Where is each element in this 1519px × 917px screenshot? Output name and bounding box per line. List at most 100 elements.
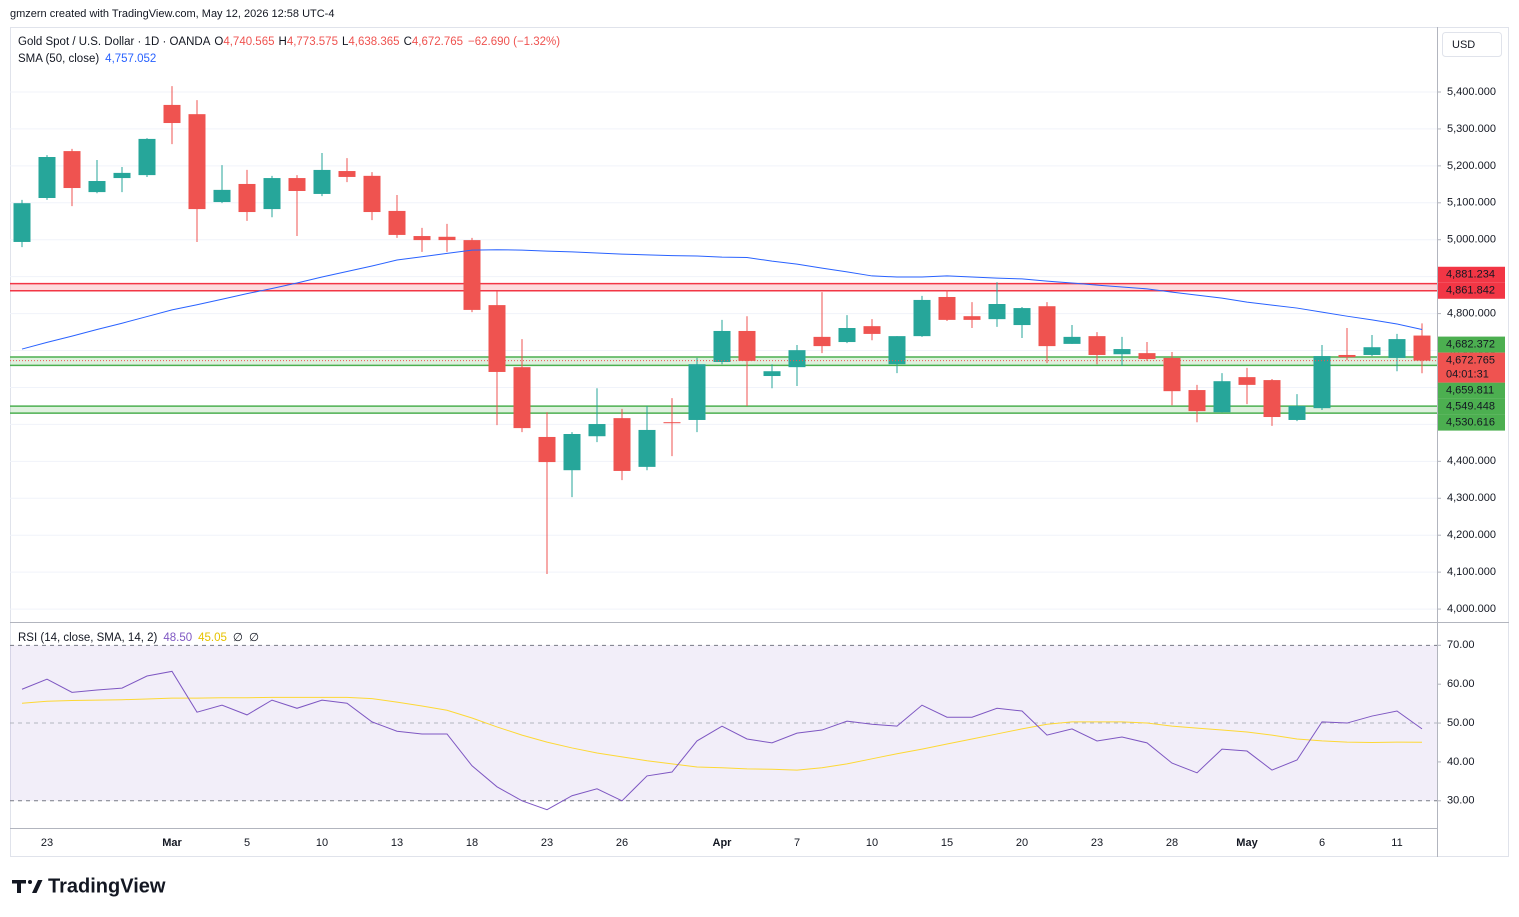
candle-body: [738, 330, 756, 361]
candle-body: [1138, 353, 1156, 360]
level-label-bg: [1438, 414, 1505, 431]
zone-fill: [10, 283, 1437, 291]
candle-body: [1413, 335, 1431, 361]
candle-body: [1188, 390, 1206, 412]
ohlc-key: L: [342, 36, 349, 48]
candle-body: [988, 304, 1006, 320]
change: −62.690 (−1.32%): [468, 36, 560, 48]
candle-body: [338, 171, 356, 177]
ohlc-key: H: [279, 36, 287, 48]
legend-title: RSI (14, close, SMA, 14, 2): [18, 632, 158, 644]
level-label-bg: [1438, 398, 1505, 415]
legend: RSI (14, close, SMA, 14, 2) 48.50 45.05 ∅ ∅: [18, 632, 259, 644]
y-tick-label: 40.00: [1447, 756, 1475, 768]
candle-body: [138, 138, 156, 176]
candle-body: [13, 203, 31, 242]
last-price-label-bg: [1438, 352, 1505, 383]
ohlc-value: 4,638.365: [348, 36, 399, 48]
level-label-bg: [1438, 382, 1505, 399]
candle-body: [913, 299, 931, 337]
candle-body: [363, 175, 381, 213]
series-value: 45.05: [198, 632, 227, 644]
x-tick-label: 23: [1091, 837, 1103, 849]
level-label-bg: [1438, 336, 1505, 353]
level-label: 4,549.448: [1446, 401, 1495, 413]
x-tick-label: 26: [616, 837, 628, 849]
candle-body: [388, 210, 406, 235]
candle-body: [163, 104, 181, 124]
x-tick-label: 15: [941, 837, 953, 849]
candle-body: [613, 418, 631, 471]
candle-body: [88, 181, 106, 193]
candle-body: [1388, 339, 1406, 358]
x-tick-label: 7: [794, 837, 800, 849]
candle-body: [813, 336, 831, 347]
ohlc-key: O: [214, 36, 223, 48]
x-tick-label: 23: [541, 837, 553, 849]
candle-body: [1238, 377, 1256, 385]
candle-body: [538, 436, 556, 463]
sma-line: [21, 249, 1423, 350]
rsi-line: [21, 670, 1423, 811]
ohlc-value: 4,672.765: [412, 36, 463, 48]
x-tick-label: 11: [1391, 837, 1402, 849]
candle-body: [938, 296, 956, 320]
candle-body: [413, 236, 431, 241]
y-tick-label: 5,100.000: [1447, 197, 1496, 209]
x-tick-label: 10: [866, 837, 878, 849]
candle-body: [888, 336, 906, 365]
candle-body: [288, 178, 306, 191]
level-label: 4,530.616: [1446, 417, 1495, 429]
candle-body: [1363, 347, 1381, 355]
legend: SMA (50, close) 4,757.052: [18, 53, 156, 65]
logo-text: TradingView: [48, 875, 166, 897]
logo-icon: [12, 880, 43, 893]
candle-body: [188, 114, 206, 210]
countdown: 04:01:31: [1446, 369, 1489, 381]
y-tick-label: 4,000.000: [1447, 603, 1496, 615]
candle-body: [638, 429, 656, 467]
level-label: 4,881.234: [1446, 269, 1495, 281]
candle-body: [213, 189, 231, 203]
candle-body: [838, 328, 856, 343]
series-value: 48.50: [163, 632, 192, 644]
candle-body: [1088, 336, 1106, 355]
candle-body: [488, 305, 506, 372]
y-tick-label: 5,200.000: [1447, 160, 1496, 172]
candle-body: [38, 157, 56, 199]
ohlc-value: 4,773.575: [287, 36, 338, 48]
y-tick-label: 4,400.000: [1447, 455, 1496, 467]
candle-body: [513, 367, 531, 429]
y-tick-label: 5,400.000: [1447, 86, 1496, 98]
candle-body: [1313, 356, 1331, 409]
y-tick-label: 4,200.000: [1447, 529, 1496, 541]
candle-body: [313, 169, 331, 194]
legend: Gold Spot / U.S. Dollar · 1D · OANDA O4,7…: [18, 36, 560, 48]
candle-body: [663, 422, 681, 424]
x-tick-label: 18: [466, 837, 478, 849]
level-label-bg: [1438, 266, 1505, 283]
ohlc-key: C: [404, 36, 412, 48]
price-pane: [10, 86, 1437, 610]
candle-body: [713, 330, 731, 362]
candle-body: [763, 371, 781, 377]
x-tick-label: 5: [244, 837, 250, 849]
y-tick-label: 4,800.000: [1447, 308, 1496, 320]
x-tick-label: Apr: [713, 837, 733, 849]
logo-shape: [32, 880, 43, 893]
candle-body: [863, 326, 881, 334]
y-tick-label: 5,300.000: [1447, 123, 1496, 135]
candle-body: [1163, 357, 1181, 392]
candle-body: [438, 236, 456, 241]
x-tick-label: 28: [1166, 837, 1178, 849]
frame: [10, 27, 1509, 857]
candle-body: [113, 172, 131, 179]
x-tick-label: 13: [391, 837, 403, 849]
currency[interactable]: USD: [1452, 39, 1475, 51]
currency-button[interactable]: [1442, 32, 1502, 57]
level-label: 4,682.372: [1446, 339, 1495, 351]
y-tick-label: 4,100.000: [1447, 566, 1496, 578]
rsi-pane: [10, 644, 1437, 811]
zone-fill: [10, 406, 1437, 414]
